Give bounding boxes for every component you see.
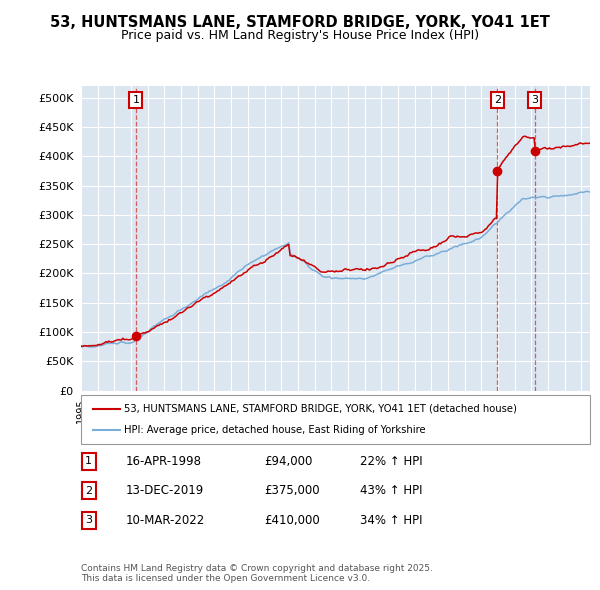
Text: £375,000: £375,000 <box>264 484 320 497</box>
Text: 16-APR-1998: 16-APR-1998 <box>126 455 202 468</box>
Text: 53, HUNTSMANS LANE, STAMFORD BRIDGE, YORK, YO41 1ET: 53, HUNTSMANS LANE, STAMFORD BRIDGE, YOR… <box>50 15 550 30</box>
Text: 13-DEC-2019: 13-DEC-2019 <box>126 484 204 497</box>
Text: Price paid vs. HM Land Registry's House Price Index (HPI): Price paid vs. HM Land Registry's House … <box>121 29 479 42</box>
Text: £410,000: £410,000 <box>264 514 320 527</box>
Text: 1: 1 <box>85 457 92 466</box>
Text: 2: 2 <box>494 95 501 105</box>
Text: 3: 3 <box>85 516 92 525</box>
Text: 10-MAR-2022: 10-MAR-2022 <box>126 514 205 527</box>
Text: 53, HUNTSMANS LANE, STAMFORD BRIDGE, YORK, YO41 1ET (detached house): 53, HUNTSMANS LANE, STAMFORD BRIDGE, YOR… <box>124 404 517 414</box>
Text: £94,000: £94,000 <box>264 455 313 468</box>
Text: 22% ↑ HPI: 22% ↑ HPI <box>360 455 422 468</box>
Text: 1: 1 <box>133 95 139 105</box>
Text: 43% ↑ HPI: 43% ↑ HPI <box>360 484 422 497</box>
Text: HPI: Average price, detached house, East Riding of Yorkshire: HPI: Average price, detached house, East… <box>124 425 426 435</box>
Text: Contains HM Land Registry data © Crown copyright and database right 2025.
This d: Contains HM Land Registry data © Crown c… <box>81 563 433 583</box>
Text: 34% ↑ HPI: 34% ↑ HPI <box>360 514 422 527</box>
Text: 3: 3 <box>531 95 538 105</box>
Text: 2: 2 <box>85 486 92 496</box>
